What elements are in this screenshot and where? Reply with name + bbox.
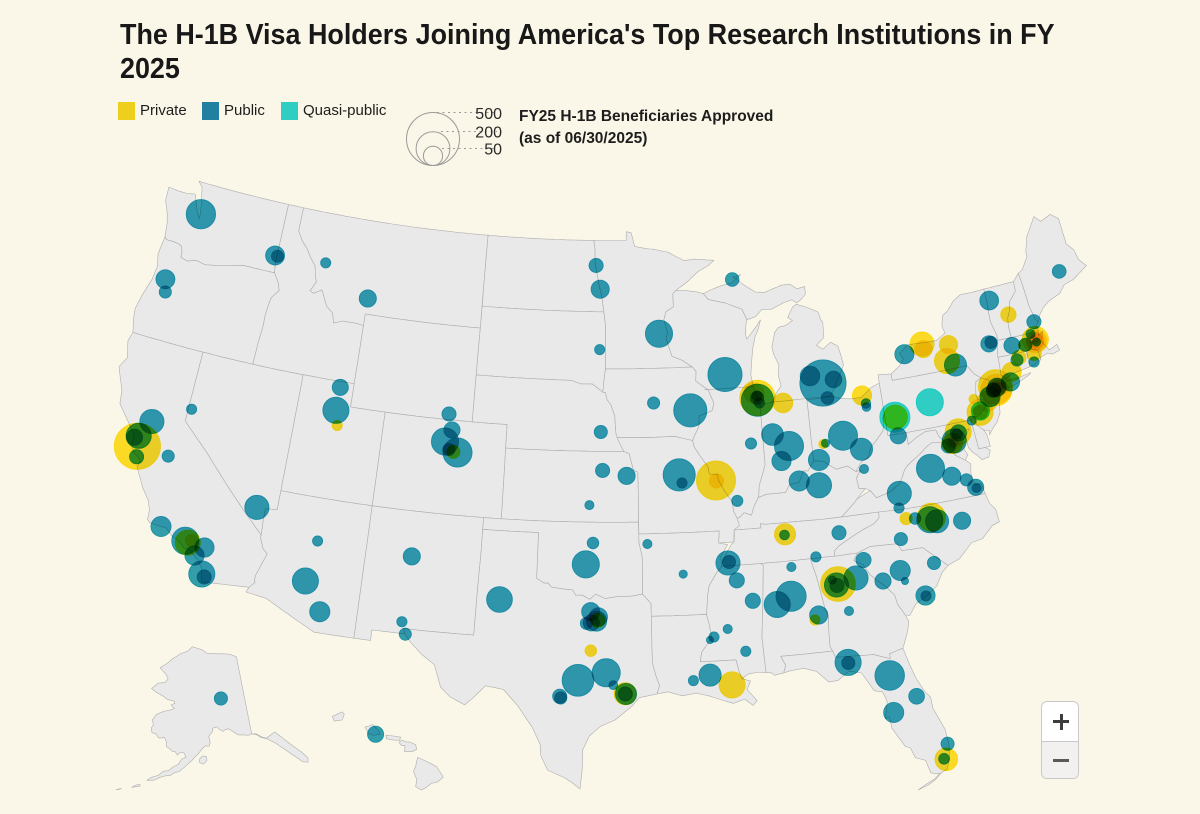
svg-text:200: 200	[475, 125, 502, 142]
svg-text:500: 500	[475, 106, 502, 123]
svg-text:50: 50	[484, 142, 502, 159]
